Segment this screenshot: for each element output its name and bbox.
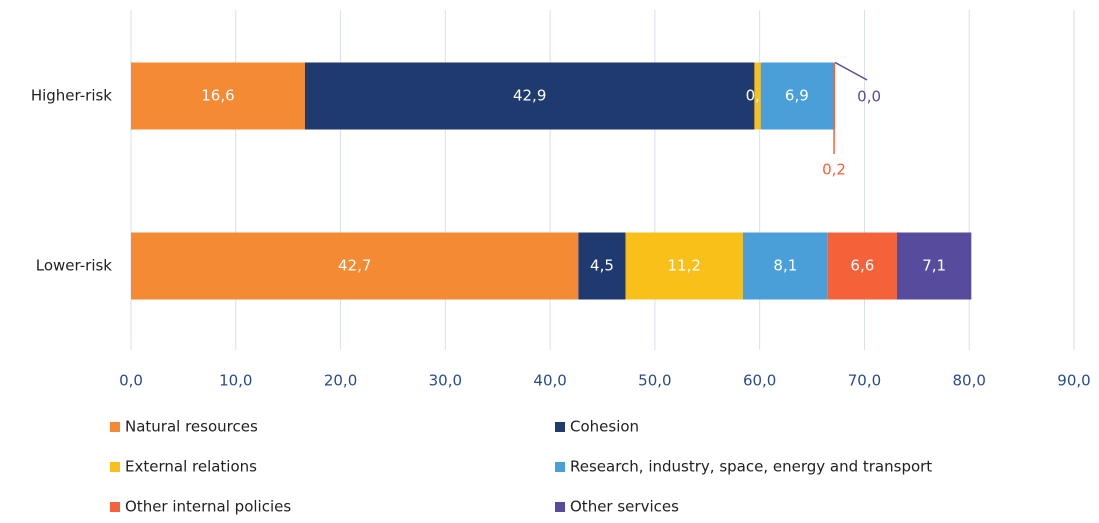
- leader-line: [834, 61, 868, 81]
- category-label: Lower-risk: [36, 257, 113, 275]
- x-tick-label: 50,0: [638, 372, 671, 390]
- bar-segment: [896, 232, 972, 300]
- legend-label: External relations: [125, 458, 257, 476]
- bar-segment: [131, 232, 579, 300]
- data-label: 11,2: [668, 257, 701, 275]
- data-label: 0,0: [857, 88, 881, 106]
- category-label: Higher-risk: [31, 87, 112, 105]
- x-tick-label: 60,0: [743, 372, 776, 390]
- data-label: 6,6: [850, 257, 874, 275]
- data-label: 16,6: [201, 87, 234, 105]
- bar-segment: [625, 232, 743, 300]
- bar-segment: [827, 232, 897, 300]
- bar-segment: [578, 232, 626, 300]
- data-label: 8,1: [773, 257, 797, 275]
- legend-label: Research, industry, space, energy and tr…: [570, 458, 932, 476]
- legend-swatch: [110, 462, 120, 472]
- x-tick-label: 70,0: [848, 372, 881, 390]
- x-tick-label: 0,0: [119, 372, 143, 390]
- legend-label: Natural resources: [125, 418, 258, 436]
- x-tick-label: 30,0: [429, 372, 462, 390]
- x-tick-label: 10,0: [219, 372, 252, 390]
- legend-swatch: [555, 462, 565, 472]
- data-label: 4,5: [590, 257, 614, 275]
- bar-segment: [754, 62, 761, 130]
- x-tick-label: 20,0: [324, 372, 357, 390]
- data-label: 42,9: [513, 87, 546, 105]
- data-label: 6,9: [785, 87, 809, 105]
- bar-segment: [760, 62, 834, 130]
- data-label: 0,2: [822, 161, 846, 179]
- legend-swatch: [555, 502, 565, 512]
- x-tick-label: 40,0: [533, 372, 566, 390]
- x-tick-label: 90,0: [1057, 372, 1090, 390]
- legend-swatch: [110, 502, 120, 512]
- legend-label: Cohesion: [570, 418, 639, 436]
- data-label: 7,1: [922, 257, 946, 275]
- bar-segment: [304, 62, 755, 130]
- legend-swatch: [555, 422, 565, 432]
- x-tick-label: 80,0: [953, 372, 986, 390]
- legend-label: Other services: [570, 498, 679, 516]
- legend-label: Other internal policies: [125, 498, 291, 516]
- data-label: 42,7: [338, 257, 371, 275]
- bar-segment: [131, 62, 305, 130]
- bar-segment: [742, 232, 828, 300]
- legend-swatch: [110, 422, 120, 432]
